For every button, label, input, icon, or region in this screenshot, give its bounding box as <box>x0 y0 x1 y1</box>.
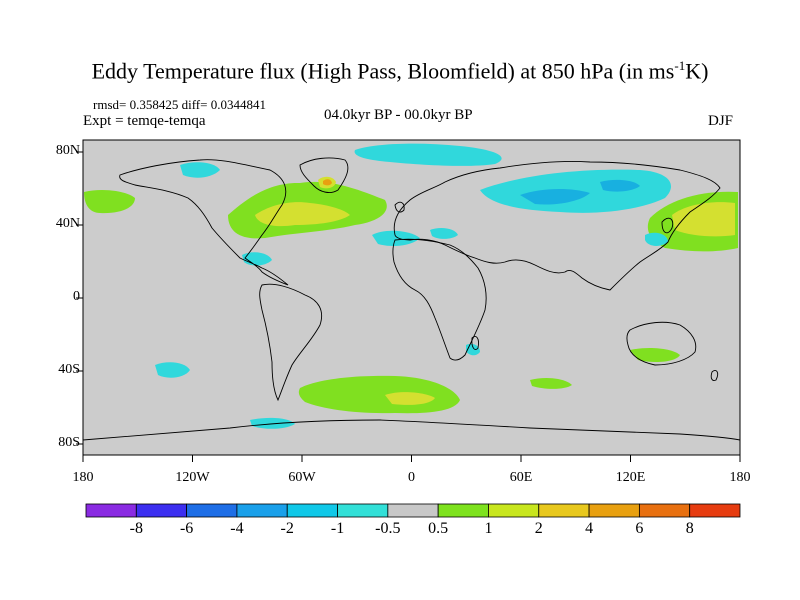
colorbar-swatch-8 <box>488 503 540 518</box>
coast-australia <box>626 321 697 366</box>
colorbar-swatch-3 <box>236 503 288 518</box>
coast-africa <box>392 238 487 361</box>
colorbar-label-1: -6 <box>179 520 194 537</box>
field-pacific-w <box>84 190 135 214</box>
colorbar-swatch-5 <box>337 503 389 518</box>
field-arctic-n <box>354 143 502 166</box>
colorbar-swatch-6 <box>387 503 439 518</box>
field-s-pacific <box>155 362 190 378</box>
lon-label-180e: 180 <box>729 470 751 485</box>
lon-label-120w: 120W <box>175 470 210 485</box>
field-siberia-core <box>520 189 590 205</box>
field-siberia-core2 <box>600 179 640 192</box>
field-madagascar <box>466 343 480 356</box>
lat-label-80n: 80N <box>55 143 80 158</box>
colorbar-swatch-4 <box>286 503 338 518</box>
field-antarctic <box>250 417 295 429</box>
lon-label-0: 0 <box>408 470 415 485</box>
colorbar-swatch-12 <box>689 503 741 518</box>
lat-label-40s: 40S <box>58 362 80 377</box>
field-n-africa2 <box>430 227 458 239</box>
colorbar-label-11: 8 <box>685 520 694 537</box>
colorbar-label-6: 0.5 <box>428 520 449 537</box>
colorbar-label-2: -4 <box>230 520 244 537</box>
colorbar-swatch-7 <box>437 503 489 518</box>
lat-label-40n: 40N <box>55 216 80 231</box>
field-canada <box>180 162 220 178</box>
coastlines <box>82 157 741 441</box>
field-n-africa <box>372 230 420 246</box>
coast-japan <box>661 217 674 234</box>
colorbar-swatch-2 <box>186 503 238 518</box>
colorbar-label-5: -0.5 <box>375 520 401 537</box>
coast-uk <box>394 201 405 213</box>
lon-label-60w: 60W <box>288 470 316 485</box>
season-label: DJF <box>708 113 734 129</box>
stats-text: rmsd= 0.358425 diff= 0.0344841 <box>93 97 266 112</box>
colorbar <box>85 503 741 518</box>
field-greenland-core <box>323 179 332 186</box>
coast-south-america <box>259 283 323 402</box>
colorbar-swatch-1 <box>135 503 188 518</box>
field-s-indian <box>530 377 572 389</box>
axis-ticks <box>76 151 741 462</box>
coast-new-zealand <box>710 369 719 381</box>
field-pacific-nw-core <box>672 202 735 237</box>
field-southern-ocean-core <box>385 392 435 405</box>
colorbar-label-8: 2 <box>534 520 543 537</box>
colorbar-swatch-0 <box>85 503 137 518</box>
lat-label-80s: 80S <box>58 435 80 450</box>
coast-north-america <box>119 159 289 286</box>
period-label: 04.0kyr BP - 00.0kyr BP <box>324 107 473 123</box>
anomaly-fields <box>84 143 738 429</box>
map-title: Eddy Temperature flux (High Pass, Bloomf… <box>91 58 709 84</box>
lon-label-180w: 180 <box>72 470 94 485</box>
colorbar-swatch-10 <box>588 503 640 518</box>
colorbar-swatch-11 <box>638 503 691 518</box>
colorbar-label-10: 6 <box>635 520 644 537</box>
colorbar-label-4: -1 <box>330 520 345 537</box>
coast-madagascar <box>471 336 479 350</box>
field-australia <box>630 347 680 363</box>
colorbar-label-0: -8 <box>129 520 143 537</box>
coast-eurasia <box>393 160 721 291</box>
field-north-atlantic-core <box>255 202 350 227</box>
lat-label-eq: 0 <box>73 289 80 304</box>
lon-label-120e: 120E <box>615 470 646 485</box>
colorbar-label-7: 1 <box>484 520 493 537</box>
lon-label-60e: 60E <box>509 470 533 485</box>
colorbar-label-9: 4 <box>585 520 594 537</box>
colorbar-swatch-9 <box>538 503 590 518</box>
coast-antarctica <box>82 419 741 441</box>
field-japan <box>645 232 668 246</box>
colorbar-label-3: -2 <box>280 520 294 537</box>
coast-greenland <box>299 157 349 193</box>
experiment-label: Expt = temqe-temqa <box>83 113 206 129</box>
